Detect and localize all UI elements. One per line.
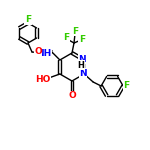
Text: N: N — [79, 69, 87, 78]
Text: H: H — [78, 60, 85, 69]
Text: F: F — [72, 27, 78, 36]
Text: O: O — [68, 92, 76, 100]
Text: F: F — [25, 15, 31, 24]
Text: HO: HO — [35, 75, 51, 84]
Text: F: F — [123, 81, 129, 90]
Text: N: N — [78, 54, 86, 63]
Text: NH: NH — [36, 48, 52, 57]
Text: F: F — [79, 34, 85, 43]
Text: F: F — [63, 33, 69, 42]
Text: O: O — [34, 46, 42, 56]
